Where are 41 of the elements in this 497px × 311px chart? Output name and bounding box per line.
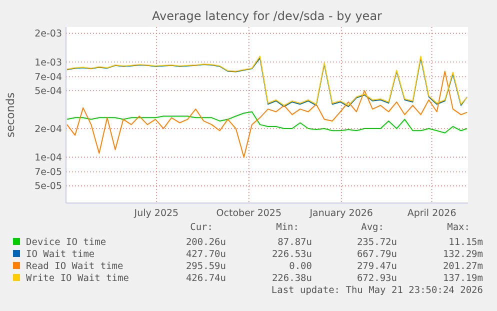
text: Min:: [276, 222, 299, 233]
y-tick-label: 2e-03: [34, 28, 62, 40]
text: Avg:: [361, 222, 384, 233]
text: Max:: [447, 222, 470, 233]
y-tick-label: 7e-05: [34, 167, 62, 178]
text: 667.79u: [356, 249, 397, 260]
y-axis-title: seconds: [4, 92, 17, 138]
text: 226.38u: [272, 273, 312, 284]
x-tick-label: October 2025: [216, 208, 282, 219]
text: 226.53u: [272, 249, 312, 260]
text: 295.59u: [186, 261, 226, 272]
text: 0.00: [289, 261, 312, 272]
text: 201.27m: [442, 261, 484, 272]
text: 132.29m: [442, 249, 484, 260]
y-tick-label: 7e-04: [34, 72, 62, 84]
y-tick-label: 1e-04: [34, 152, 62, 164]
text: 279.47u: [356, 261, 397, 272]
x-tick-label: July 2025: [133, 208, 179, 219]
text: 672.93u: [356, 273, 397, 284]
text: 11.15m: [448, 237, 484, 248]
text: 137.19m: [442, 273, 484, 284]
legend-label: Device IO time: [26, 237, 106, 248]
y-tick-label: 5e-04: [34, 86, 62, 97]
chart-title: Average latency for /dev/sda - by year: [152, 9, 382, 23]
text: Last update: Thu May 21 23:50:24 2026: [271, 285, 484, 296]
y-tick-label: 2e-04: [34, 124, 62, 135]
legend-label: Write IO Wait time: [26, 273, 130, 284]
text: 235.72u: [356, 237, 397, 248]
y-tick-label: 1e-03: [34, 57, 62, 68]
text: 427.70u: [186, 249, 226, 260]
line-series: [66, 111, 468, 134]
text: 87.87u: [278, 237, 312, 248]
text: 426.74u: [186, 273, 226, 284]
y-tick-label: 5e-05: [34, 181, 62, 192]
legend-label: Read IO Wait time: [26, 261, 124, 272]
text: 200.26u: [186, 237, 226, 248]
x-tick-label: January 2026: [308, 208, 373, 219]
text: Cur:: [190, 222, 213, 233]
line-series: [66, 70, 468, 158]
legend-label: IO Wait time: [26, 249, 95, 260]
x-tick-label: April 2026: [407, 208, 456, 219]
